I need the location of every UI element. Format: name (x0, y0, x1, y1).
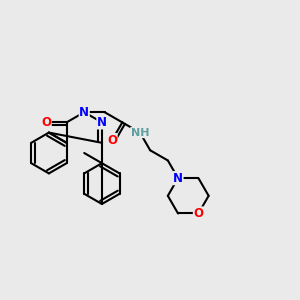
Text: N: N (173, 172, 183, 184)
Text: NH: NH (131, 128, 149, 138)
Text: O: O (107, 134, 117, 147)
Text: O: O (194, 207, 203, 220)
Text: N: N (97, 116, 107, 129)
Text: N: N (79, 106, 89, 119)
Text: O: O (41, 116, 51, 129)
